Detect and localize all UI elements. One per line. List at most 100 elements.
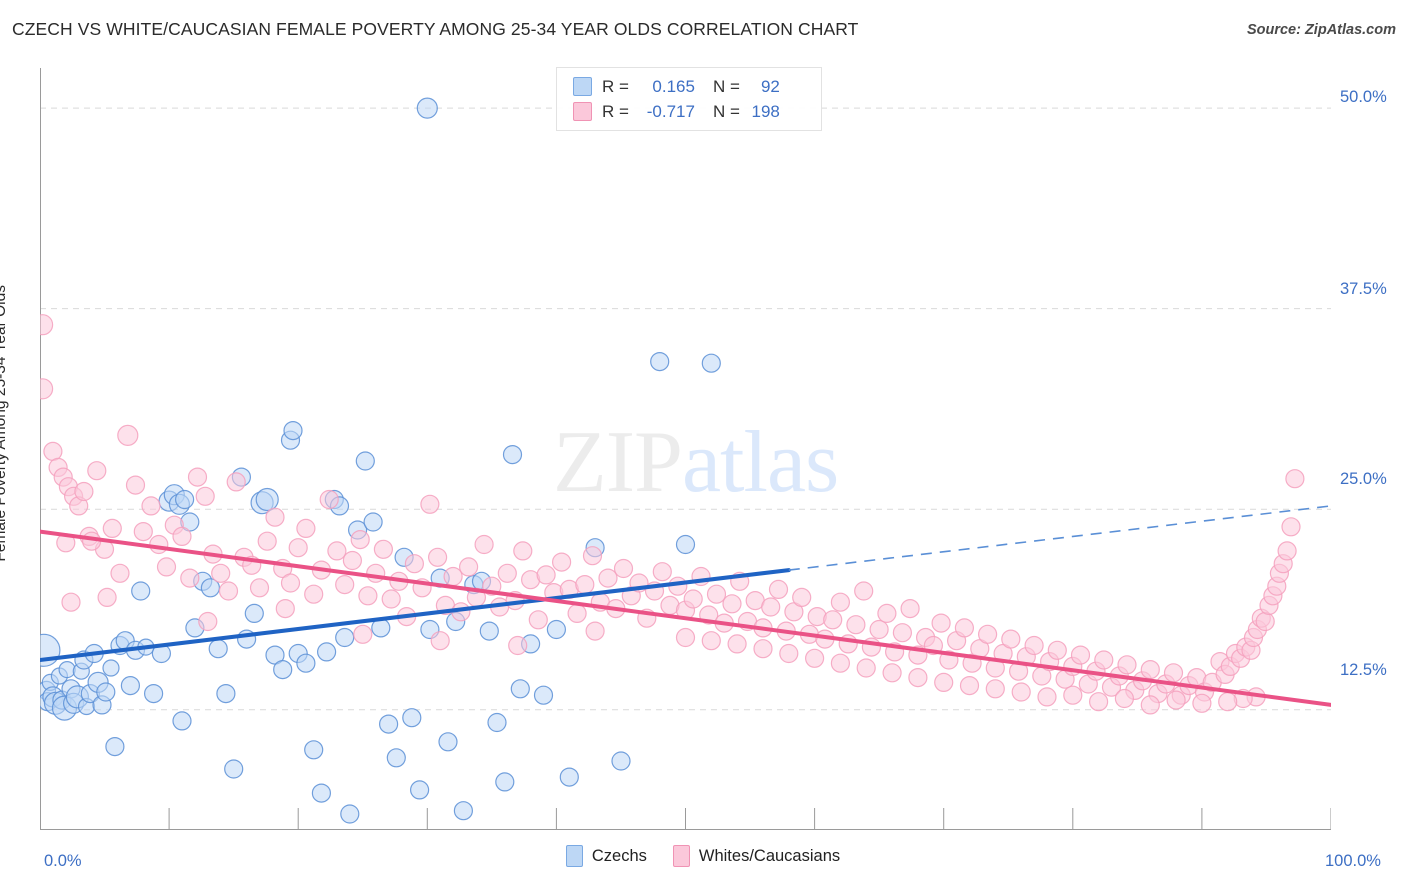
data-point[interactable]	[804, 648, 825, 668]
data-point[interactable]	[198, 611, 218, 632]
legend-item-whites[interactable]: Whites/Caucasians	[672, 845, 840, 867]
data-point[interactable]	[877, 603, 897, 624]
data-point[interactable]	[668, 576, 688, 596]
data-point[interactable]	[43, 441, 63, 461]
data-point[interactable]	[479, 621, 499, 641]
data-point[interactable]	[304, 740, 324, 760]
data-point[interactable]	[1140, 695, 1160, 715]
data-point[interactable]	[513, 541, 533, 561]
data-point[interactable]	[420, 494, 440, 514]
data-point[interactable]	[172, 526, 192, 546]
data-point[interactable]	[830, 592, 851, 612]
data-point[interactable]	[502, 445, 523, 465]
data-point[interactable]	[149, 534, 169, 555]
data-point[interactable]	[575, 574, 595, 595]
data-point[interactable]	[931, 613, 951, 633]
data-point[interactable]	[102, 518, 122, 538]
data-point[interactable]	[428, 547, 448, 567]
data-point[interactable]	[1166, 690, 1186, 710]
data-point[interactable]	[533, 685, 554, 705]
data-point[interactable]	[869, 619, 889, 640]
data-point[interactable]	[187, 467, 208, 487]
data-point[interactable]	[175, 489, 195, 510]
data-point[interactable]	[582, 546, 603, 566]
data-point[interactable]	[683, 589, 703, 609]
data-point[interactable]	[311, 783, 331, 803]
data-point[interactable]	[224, 759, 244, 779]
data-point[interactable]	[218, 581, 239, 601]
data-point[interactable]	[404, 554, 424, 574]
data-point[interactable]	[768, 579, 789, 600]
data-point[interactable]	[1001, 629, 1021, 649]
data-point[interactable]	[350, 530, 370, 550]
data-point[interactable]	[402, 708, 422, 728]
data-point[interactable]	[366, 563, 386, 583]
data-point[interactable]	[779, 643, 799, 664]
data-point[interactable]	[761, 597, 781, 617]
data-point[interactable]	[200, 578, 220, 598]
data-point[interactable]	[959, 675, 980, 696]
data-point[interactable]	[226, 472, 246, 492]
data-point[interactable]	[892, 623, 913, 643]
data-point[interactable]	[753, 639, 773, 659]
data-point[interactable]	[495, 772, 515, 792]
data-point[interactable]	[275, 598, 295, 619]
data-point[interactable]	[1163, 663, 1184, 683]
data-point[interactable]	[342, 550, 362, 571]
data-point[interactable]	[244, 603, 264, 624]
data-point[interactable]	[319, 489, 339, 510]
data-point[interactable]	[1192, 693, 1212, 713]
data-point[interactable]	[211, 563, 231, 583]
data-point[interactable]	[701, 353, 721, 373]
data-point[interactable]	[934, 672, 954, 693]
data-point[interactable]	[792, 587, 812, 608]
data-point[interactable]	[823, 610, 843, 630]
data-point[interactable]	[985, 679, 1005, 699]
data-point[interactable]	[1094, 650, 1114, 670]
data-point[interactable]	[846, 615, 866, 635]
data-point[interactable]	[257, 531, 277, 551]
data-point[interactable]	[96, 682, 116, 702]
data-point[interactable]	[131, 581, 151, 601]
data-point[interactable]	[358, 586, 378, 606]
data-point[interactable]	[830, 653, 851, 673]
data-point[interactable]	[58, 660, 76, 679]
data-point[interactable]	[652, 562, 672, 582]
data-point[interactable]	[288, 538, 308, 558]
data-point[interactable]	[1088, 692, 1109, 712]
data-point[interactable]	[908, 667, 928, 688]
data-point[interactable]	[1070, 645, 1091, 665]
data-point[interactable]	[283, 421, 303, 441]
data-point[interactable]	[273, 659, 293, 680]
data-point[interactable]	[172, 711, 192, 731]
data-point[interactable]	[474, 534, 494, 555]
data-point[interactable]	[317, 642, 337, 662]
data-point[interactable]	[954, 618, 975, 638]
data-point[interactable]	[133, 522, 153, 542]
data-point[interactable]	[40, 378, 54, 400]
data-point[interactable]	[373, 539, 393, 559]
data-point[interactable]	[675, 627, 696, 648]
data-point[interactable]	[195, 486, 215, 506]
data-point[interactable]	[453, 801, 473, 821]
data-point[interactable]	[443, 566, 463, 587]
data-point[interactable]	[265, 507, 285, 527]
data-point[interactable]	[386, 748, 406, 768]
data-point[interactable]	[807, 606, 827, 627]
data-point[interactable]	[87, 461, 107, 481]
data-point[interactable]	[353, 624, 373, 644]
data-point[interactable]	[141, 496, 161, 516]
data-point[interactable]	[1037, 687, 1057, 707]
data-point[interactable]	[1024, 635, 1044, 656]
data-point[interactable]	[567, 603, 587, 624]
data-point[interactable]	[650, 352, 670, 372]
data-point[interactable]	[40, 314, 54, 336]
data-point[interactable]	[854, 581, 874, 601]
data-point[interactable]	[536, 565, 556, 585]
data-point[interactable]	[296, 653, 316, 673]
data-point[interactable]	[1140, 659, 1160, 680]
data-point[interactable]	[125, 475, 146, 495]
data-point[interactable]	[611, 751, 631, 771]
data-point[interactable]	[977, 624, 998, 644]
data-point[interactable]	[381, 589, 401, 609]
